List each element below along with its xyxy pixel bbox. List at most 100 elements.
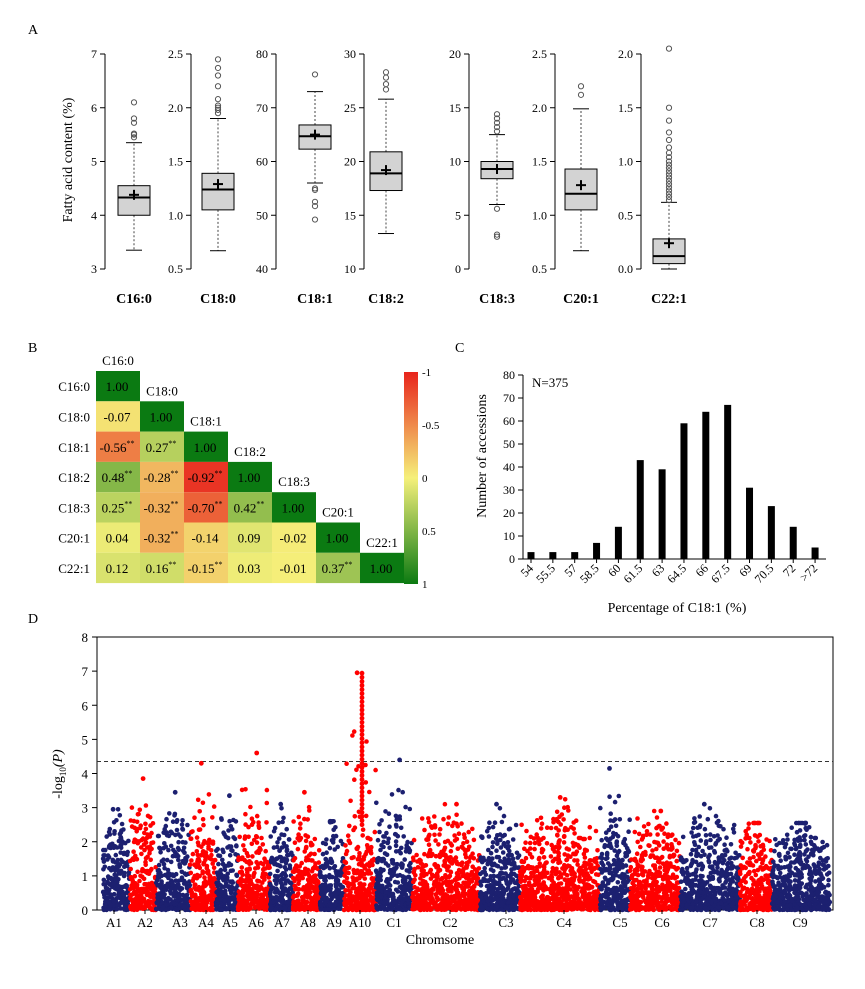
outlier-point <box>214 83 222 90</box>
snp-point <box>173 886 178 891</box>
snp-point <box>550 846 556 852</box>
snp-point <box>298 821 303 826</box>
snp-point <box>149 830 154 836</box>
snp-point <box>320 896 326 901</box>
snp-point <box>540 895 545 901</box>
snp-point <box>391 866 397 871</box>
snp-point <box>486 847 491 853</box>
y-tick-label: 6 <box>91 101 97 115</box>
snp-point <box>509 852 514 858</box>
snp-point <box>488 874 494 879</box>
heatmap-cell-value: -0.14 <box>191 531 219 546</box>
snp-point <box>362 876 368 881</box>
snp-point <box>209 852 214 858</box>
snp-point <box>271 828 277 834</box>
manhattan-y-tick-label: 6 <box>82 698 89 713</box>
snp-point <box>502 832 508 838</box>
snp-point <box>118 870 123 876</box>
snp-point <box>426 816 431 821</box>
snp-point <box>278 880 284 886</box>
snp-point <box>411 837 417 843</box>
snp-point <box>578 871 584 876</box>
snp-point <box>461 880 466 886</box>
snp-point <box>150 888 156 894</box>
snp-point <box>298 873 304 878</box>
snp-point <box>423 891 429 896</box>
snp-point <box>327 883 332 888</box>
y-tick-label: 1.5 <box>168 155 183 169</box>
snp-point <box>450 898 456 904</box>
heatmap-cell <box>184 522 228 553</box>
snp-point <box>427 832 432 838</box>
snp-point <box>200 870 205 876</box>
snp-point <box>192 862 197 867</box>
snp-point <box>260 905 266 910</box>
heatmap-cell <box>360 552 404 584</box>
snp-point <box>333 881 339 887</box>
snp-point <box>122 870 127 876</box>
snp-point <box>281 889 287 894</box>
snp-point <box>316 848 322 853</box>
outlier-point <box>665 129 673 136</box>
snp-point <box>525 848 530 854</box>
snp-point <box>379 818 384 823</box>
snp-point <box>607 794 612 799</box>
snp-point <box>492 820 498 825</box>
snp-point <box>202 853 207 859</box>
snp-point <box>203 879 208 884</box>
snp-point <box>158 850 163 855</box>
snp-point <box>242 900 248 905</box>
snp-point <box>295 846 301 852</box>
y-tick-label: 10 <box>449 155 461 169</box>
outlier-point <box>311 216 319 223</box>
outlier-point <box>382 81 390 88</box>
snp-point <box>435 896 440 901</box>
snp-point <box>254 885 259 891</box>
snp-peak-point <box>359 719 365 725</box>
snp-point <box>276 898 282 903</box>
y-tick-label: 20 <box>344 155 356 169</box>
snp-point <box>228 824 234 829</box>
snp-point <box>189 891 195 897</box>
snp-point <box>162 865 167 871</box>
snp-point <box>150 821 156 826</box>
snp-point <box>117 884 122 889</box>
heatmap-cell <box>316 552 360 584</box>
snp-point <box>269 855 275 861</box>
snp-point <box>267 865 272 870</box>
snp-point <box>232 891 238 896</box>
snp-point <box>343 860 349 865</box>
snp-point <box>360 827 366 832</box>
snp-point <box>505 873 510 879</box>
panel-label-d: D <box>28 612 38 627</box>
snp-point <box>385 899 390 905</box>
outlier-point <box>311 71 319 78</box>
snp-point <box>442 858 447 864</box>
snp-point <box>352 870 357 876</box>
outlier-point <box>665 197 673 204</box>
snp-point <box>327 888 333 893</box>
snp-point <box>247 905 252 910</box>
snp-point <box>121 851 126 856</box>
snp-point <box>355 856 361 862</box>
snp-point <box>188 870 194 876</box>
snp-point <box>399 861 404 866</box>
heatmap-cell-value: 0.12 <box>106 561 129 576</box>
snp-point <box>462 847 467 852</box>
snp-point <box>333 825 338 830</box>
snp-point <box>575 862 580 867</box>
snp-point <box>387 870 393 876</box>
snp-point <box>556 845 561 851</box>
snp-point <box>176 857 181 863</box>
snp-point <box>308 840 314 846</box>
histogram-y-tick-label: 30 <box>503 483 515 497</box>
snp-point <box>280 819 285 825</box>
snp-point <box>481 855 486 861</box>
snp-point <box>134 856 140 862</box>
snp-point <box>275 862 280 868</box>
snp-point <box>175 845 181 851</box>
snp-point <box>491 868 496 874</box>
outlier-point <box>130 134 138 141</box>
snp-point <box>592 889 597 895</box>
heatmap-cell-value: 1.00 <box>106 379 129 394</box>
